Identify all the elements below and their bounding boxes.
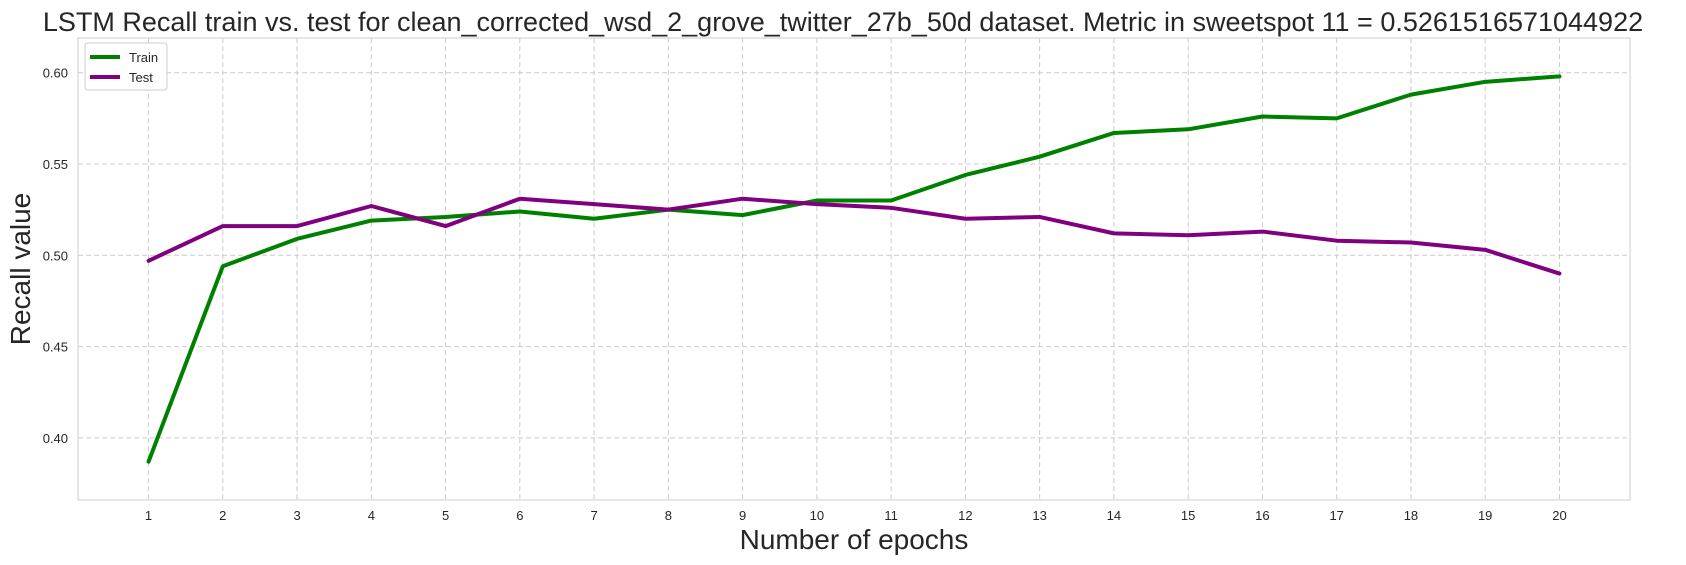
x-tick-label: 17 [1329, 508, 1343, 523]
y-tick-label: 0.40 [43, 431, 68, 446]
x-tick-label: 9 [739, 508, 746, 523]
y-tick-label: 0.45 [43, 340, 68, 355]
x-tick-label: 4 [368, 508, 375, 523]
x-tick-label: 12 [958, 508, 972, 523]
legend: Train Test [84, 42, 168, 91]
x-tick-label: 11 [884, 508, 898, 523]
x-tick-label: 8 [665, 508, 672, 523]
data-series [146, 74, 1562, 464]
x-tick-label: 15 [1181, 508, 1195, 523]
x-tick-label: 2 [219, 508, 226, 523]
x-tick-label: 16 [1255, 508, 1269, 523]
legend-test-label: Test [129, 70, 153, 85]
plot-area [77, 37, 1631, 501]
x-tick-label: 1 [145, 508, 152, 523]
x-tick-label: 6 [516, 508, 523, 523]
legend-train-label: Train [129, 50, 158, 65]
x-tick-label: 5 [442, 508, 449, 523]
y-axis-label: Recall value [5, 193, 36, 346]
x-tick-label: 10 [810, 508, 824, 523]
tick-labels: 1 2 3 4 5 6 7 8 9 10 11 12 13 14 15 16 17 18 19 200.400.450… [43, 66, 1567, 523]
chart-title: LSTM Recall train vs. test for clean_cor… [43, 7, 1643, 37]
x-tick-label: 3 [293, 508, 300, 523]
x-tick-label: 14 [1107, 508, 1121, 523]
x-tick-label: 20 [1552, 508, 1566, 523]
y-tick-label: 0.50 [43, 248, 68, 263]
x-tick-label: 19 [1478, 508, 1492, 523]
series-line-train [146, 74, 1562, 464]
series-line-test [146, 196, 1562, 276]
x-tick-label: 7 [590, 508, 597, 523]
y-tick-label: 0.55 [43, 157, 68, 172]
y-tick-label: 0.60 [43, 66, 68, 81]
x-tick-label: 18 [1404, 508, 1418, 523]
x-tick-label: 13 [1032, 508, 1046, 523]
x-axis-label: Number of epochs [740, 524, 969, 555]
